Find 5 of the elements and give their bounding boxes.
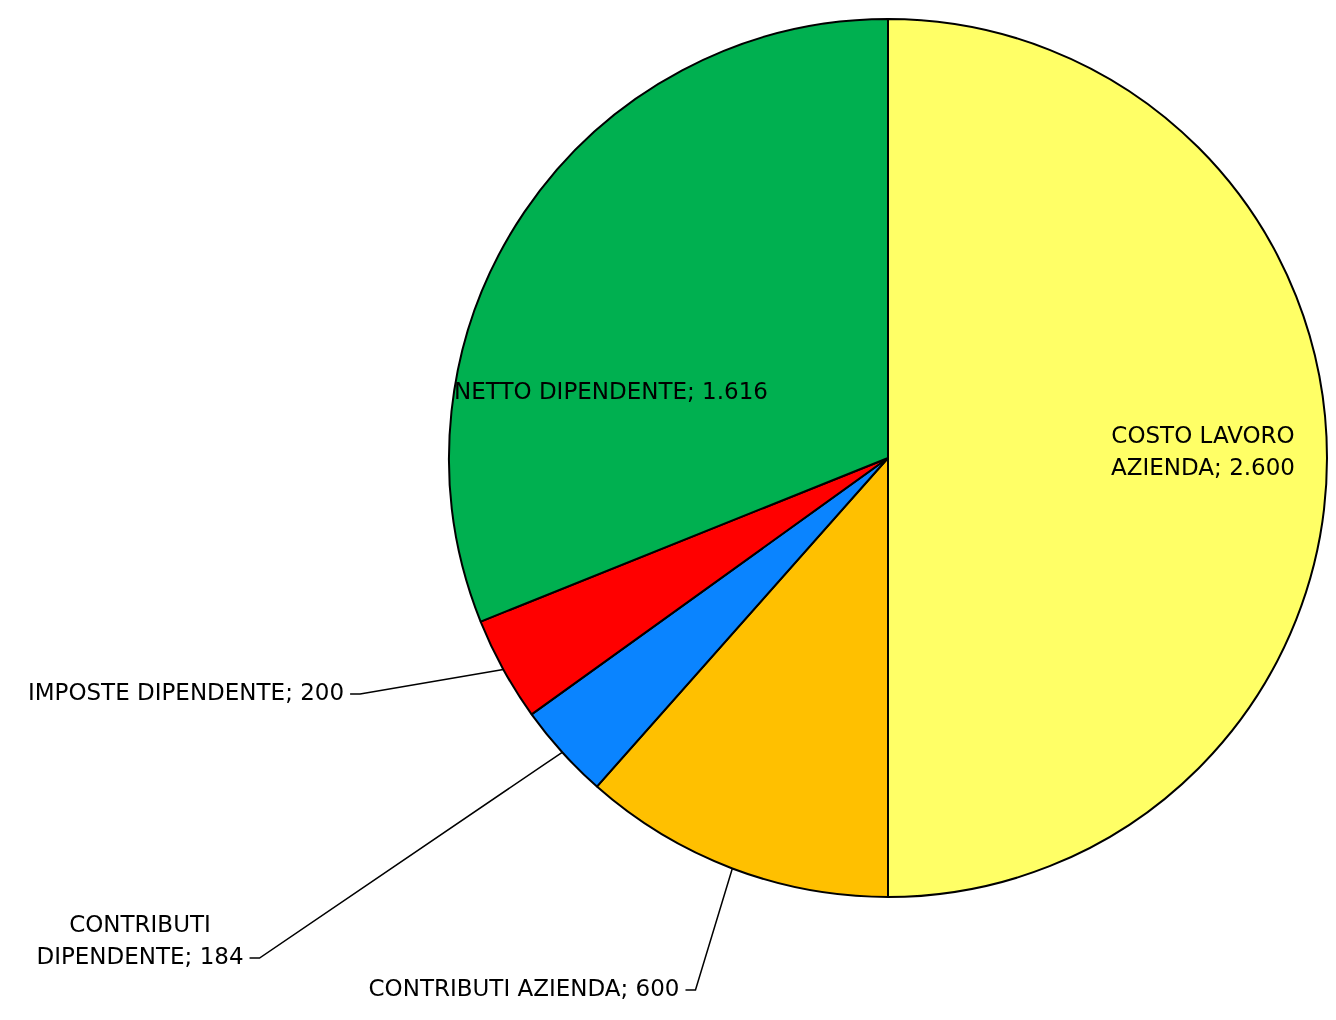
slice-label: CONTRIBUTI AZIENDA; 600 <box>368 974 680 1001</box>
slice-label: CONTRIBUTI DIPENDENTE; 184 <box>36 910 244 969</box>
slice-label: NETTO DIPENDENTE; 1.616 <box>454 377 768 404</box>
slice-label: COSTO LAVORO AZIENDA; 2.600 <box>1111 421 1295 480</box>
slice-label: IMPOSTE DIPENDENTE; 200 <box>27 678 345 705</box>
